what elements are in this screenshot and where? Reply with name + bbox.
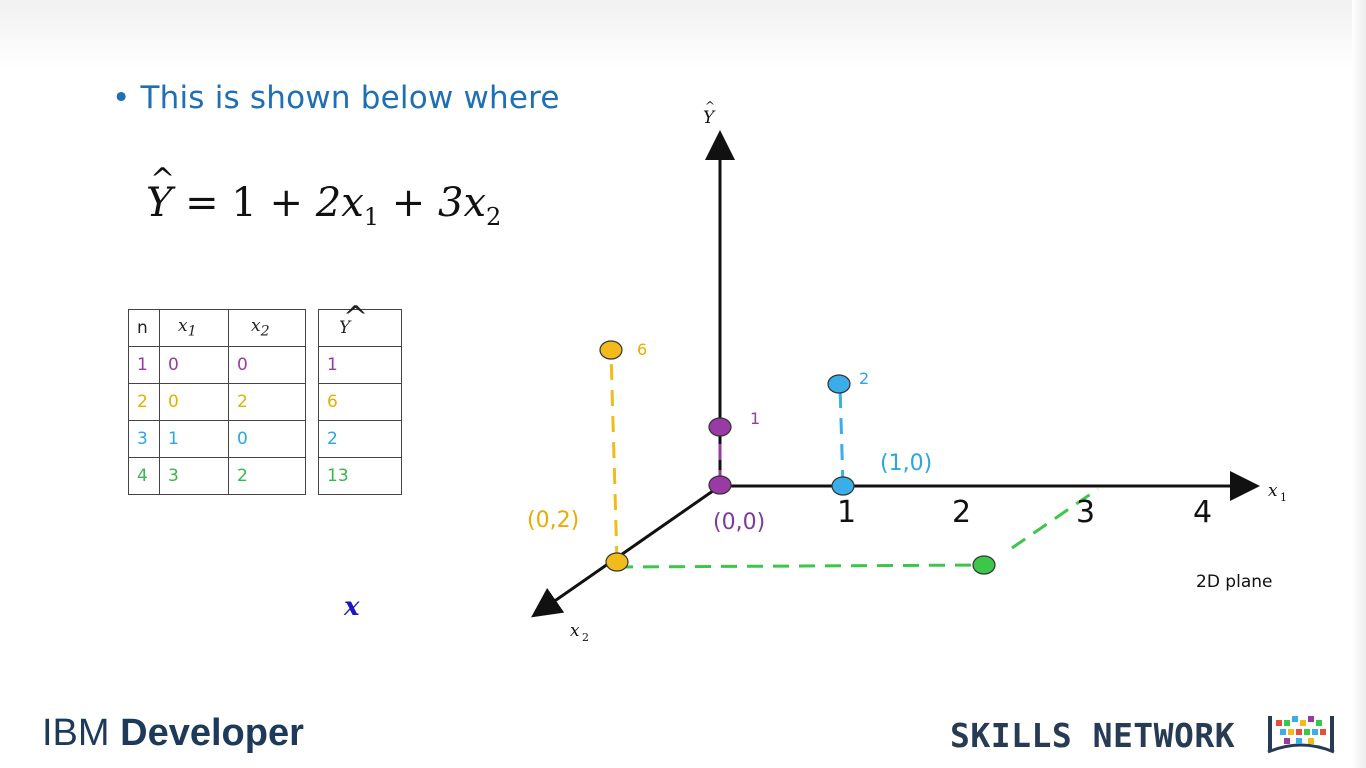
- one-zero-label: (1,0): [880, 451, 932, 476]
- green-dashed-line-bottom: [616, 563, 985, 569]
- table-row: 2: [318, 420, 402, 458]
- header-x2: x2: [228, 309, 306, 347]
- blue-point-top: [827, 374, 851, 394]
- x1-axis-sub: 1: [1280, 491, 1287, 504]
- purple-value-label: 1: [750, 409, 760, 428]
- origin-label: (0,0): [713, 510, 765, 535]
- plane-label: 2D plane: [1196, 572, 1272, 592]
- zero-two-label: (0,2): [527, 508, 579, 533]
- yellow-dashed-line: [609, 351, 619, 563]
- bullet-text: • This is shown below where: [112, 80, 560, 116]
- header-n: n: [128, 309, 160, 347]
- top-shade: [0, 0, 1366, 70]
- green-point: [972, 555, 996, 575]
- table-row: 6: [318, 383, 402, 421]
- purple-point-top: [708, 417, 732, 437]
- y-axis-hat: ^: [705, 99, 715, 113]
- yellow-point-top: [599, 340, 623, 360]
- table-row: 13: [318, 457, 402, 495]
- tick-label: 4: [1193, 495, 1212, 530]
- header-x1: x1: [159, 309, 229, 347]
- ibm-developer-logo: IBM Developer: [42, 712, 304, 754]
- y-axis-label: Y: [703, 108, 716, 128]
- skills-network-icon: [1267, 716, 1335, 754]
- yellow-point-base: [605, 552, 629, 572]
- yellow-value-label: 6: [637, 340, 647, 359]
- green-dashed-line-diagonal: [1011, 487, 1099, 550]
- x2-axis-label: x: [570, 621, 580, 641]
- tick-label: 3: [1076, 495, 1095, 530]
- output-table: Y 1 6 2 13: [318, 300, 402, 495]
- tick-label: 2: [952, 495, 971, 530]
- tick-label: 1: [837, 495, 856, 530]
- x2-axis-sub: 2: [582, 631, 589, 644]
- right-shade: [1352, 0, 1366, 768]
- x1-axis-label: x: [1268, 481, 1278, 501]
- regression-equation: Y = 1 + 2x1 + 3x2: [146, 162, 501, 231]
- y-hat: Y: [146, 162, 176, 226]
- stray-x-symbol: x: [344, 592, 360, 622]
- x2-axis: [531, 484, 721, 618]
- blue-value-label: 2: [859, 369, 869, 388]
- blue-dashed-line: [838, 385, 845, 487]
- skills-network-logo: SKILLS NETWORK: [950, 716, 1236, 755]
- blue-point-base: [831, 476, 855, 496]
- purple-point-base: [708, 475, 732, 495]
- table-header-row: n x1 x2: [128, 309, 306, 347]
